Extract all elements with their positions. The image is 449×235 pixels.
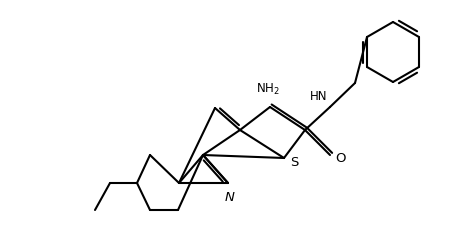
Text: N: N — [225, 191, 235, 204]
Text: O: O — [335, 152, 345, 164]
Text: HN: HN — [309, 90, 327, 103]
Text: NH$_2$: NH$_2$ — [256, 82, 280, 97]
Text: S: S — [290, 156, 299, 168]
